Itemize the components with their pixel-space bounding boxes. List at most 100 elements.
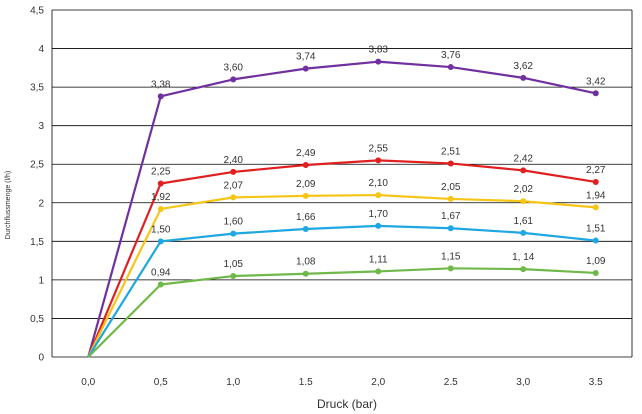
x-tick-label: 1.5: [299, 377, 313, 388]
series-line-5: [87, 267, 596, 358]
data-label: 1,09: [586, 256, 606, 267]
data-point: [520, 167, 527, 174]
data-point: [157, 281, 164, 288]
data-point: [230, 168, 237, 175]
data-point: [157, 205, 164, 212]
y-tick-label: 4,5: [30, 6, 44, 17]
data-point: [447, 265, 454, 272]
data-label: 2,09: [296, 179, 316, 190]
data-label: 2,49: [296, 148, 316, 159]
x-axis-title: Druck (bar): [317, 397, 377, 411]
data-point: [157, 93, 164, 100]
series-line-1: [87, 60, 596, 358]
data-label: 1,50: [151, 224, 171, 235]
y-tick-label: 3,5: [30, 83, 44, 94]
y-tick-label: 1,5: [30, 237, 44, 248]
data-labels: 3,38 3,60 3,74 3,83 3,76 3,62 3,42 2,25 2,40 2,49…: [151, 45, 606, 279]
data-label: 1,67: [441, 211, 461, 222]
data-label: 2,42: [514, 153, 534, 164]
data-point: [447, 225, 454, 232]
data-point: [302, 225, 309, 232]
data-label: 2,10: [369, 178, 389, 189]
series-line-2: [87, 159, 596, 358]
data-point: [230, 273, 237, 280]
data-label: 3,76: [441, 50, 461, 61]
data-label: 1,05: [224, 259, 244, 270]
y-tick-label: 1: [38, 275, 44, 286]
data-point: [447, 160, 454, 167]
data-point: [592, 269, 599, 276]
data-label: 1,61: [514, 216, 534, 227]
x-tick-label: 0,5: [154, 377, 168, 388]
data-label: 1,66: [296, 212, 316, 223]
data-point: [520, 266, 527, 273]
data-point: [302, 161, 309, 168]
data-point: [375, 222, 382, 229]
y-tick-label: 4: [38, 44, 44, 55]
data-point: [447, 64, 454, 71]
x-tick-label: 1,0: [226, 377, 240, 388]
data-point: [157, 238, 164, 245]
data-point: [447, 195, 454, 202]
data-label: 2,27: [586, 165, 606, 176]
data-point: [375, 192, 382, 199]
data-label: 3,74: [296, 52, 316, 63]
y-axis-title: Durchflussmenge (l/h): [5, 171, 12, 239]
data-label: 3,62: [514, 61, 534, 72]
data-label: 2,55: [369, 143, 389, 154]
data-point: [302, 65, 309, 72]
data-label: 1,94: [586, 190, 606, 201]
series-lines: [87, 58, 599, 358]
data-point: [592, 237, 599, 244]
data-label: 1,11: [369, 254, 388, 265]
data-point: [375, 157, 382, 164]
x-tick-label: 3.5: [589, 377, 603, 388]
x-tick-label: 2.5: [444, 377, 458, 388]
data-point: [520, 74, 527, 81]
x-tick-label: 2,0: [371, 377, 385, 388]
data-point: [230, 230, 237, 237]
data-label: 2,07: [224, 180, 244, 191]
data-point: [375, 58, 382, 65]
data-label: 1,51: [586, 224, 606, 235]
data-label: 1,92: [151, 192, 171, 203]
data-point: [520, 229, 527, 236]
data-point: [520, 198, 527, 205]
data-label: 1, 14: [512, 252, 535, 263]
series-line-3: [87, 193, 596, 358]
data-label: 2,25: [151, 167, 171, 178]
data-point: [230, 76, 237, 83]
data-label: 3,42: [586, 76, 606, 87]
data-point: [302, 192, 309, 199]
data-label: 3,38: [151, 79, 171, 90]
data-label: 2,05: [441, 182, 461, 193]
data-label: 3,60: [224, 62, 244, 73]
x-tick-label: 0,0: [81, 377, 95, 388]
axes: 0 0,5 1 1,5 2 2,5 3 3,5 4 4,5 0,0 0,5 1,0 1.5 2,0 2.5 3,…: [30, 6, 633, 388]
data-label: 2,02: [514, 184, 534, 195]
data-label: 2,40: [224, 155, 244, 166]
series-line-4: [87, 224, 596, 358]
data-point: [230, 194, 237, 201]
y-tick-label: 2,5: [30, 160, 44, 171]
data-point: [592, 204, 599, 211]
x-tick-label: 3,0: [516, 377, 530, 388]
data-label: 1,70: [369, 209, 389, 220]
data-point: [592, 90, 599, 97]
data-point: [302, 270, 309, 277]
data-point: [592, 178, 599, 185]
data-label: 3,83: [369, 45, 389, 56]
y-tick-label: 0,5: [30, 314, 44, 325]
data-label: 0,94: [151, 268, 171, 279]
data-label: 1,60: [224, 217, 244, 228]
data-label: 2,51: [441, 146, 461, 157]
y-tick-label: 0: [38, 353, 44, 364]
data-label: 1,15: [441, 251, 461, 262]
gridlines: [52, 9, 632, 319]
data-point: [375, 268, 382, 275]
y-tick-label: 3: [38, 121, 44, 132]
data-label: 1,08: [296, 257, 316, 268]
y-tick-label: 2: [38, 198, 44, 209]
